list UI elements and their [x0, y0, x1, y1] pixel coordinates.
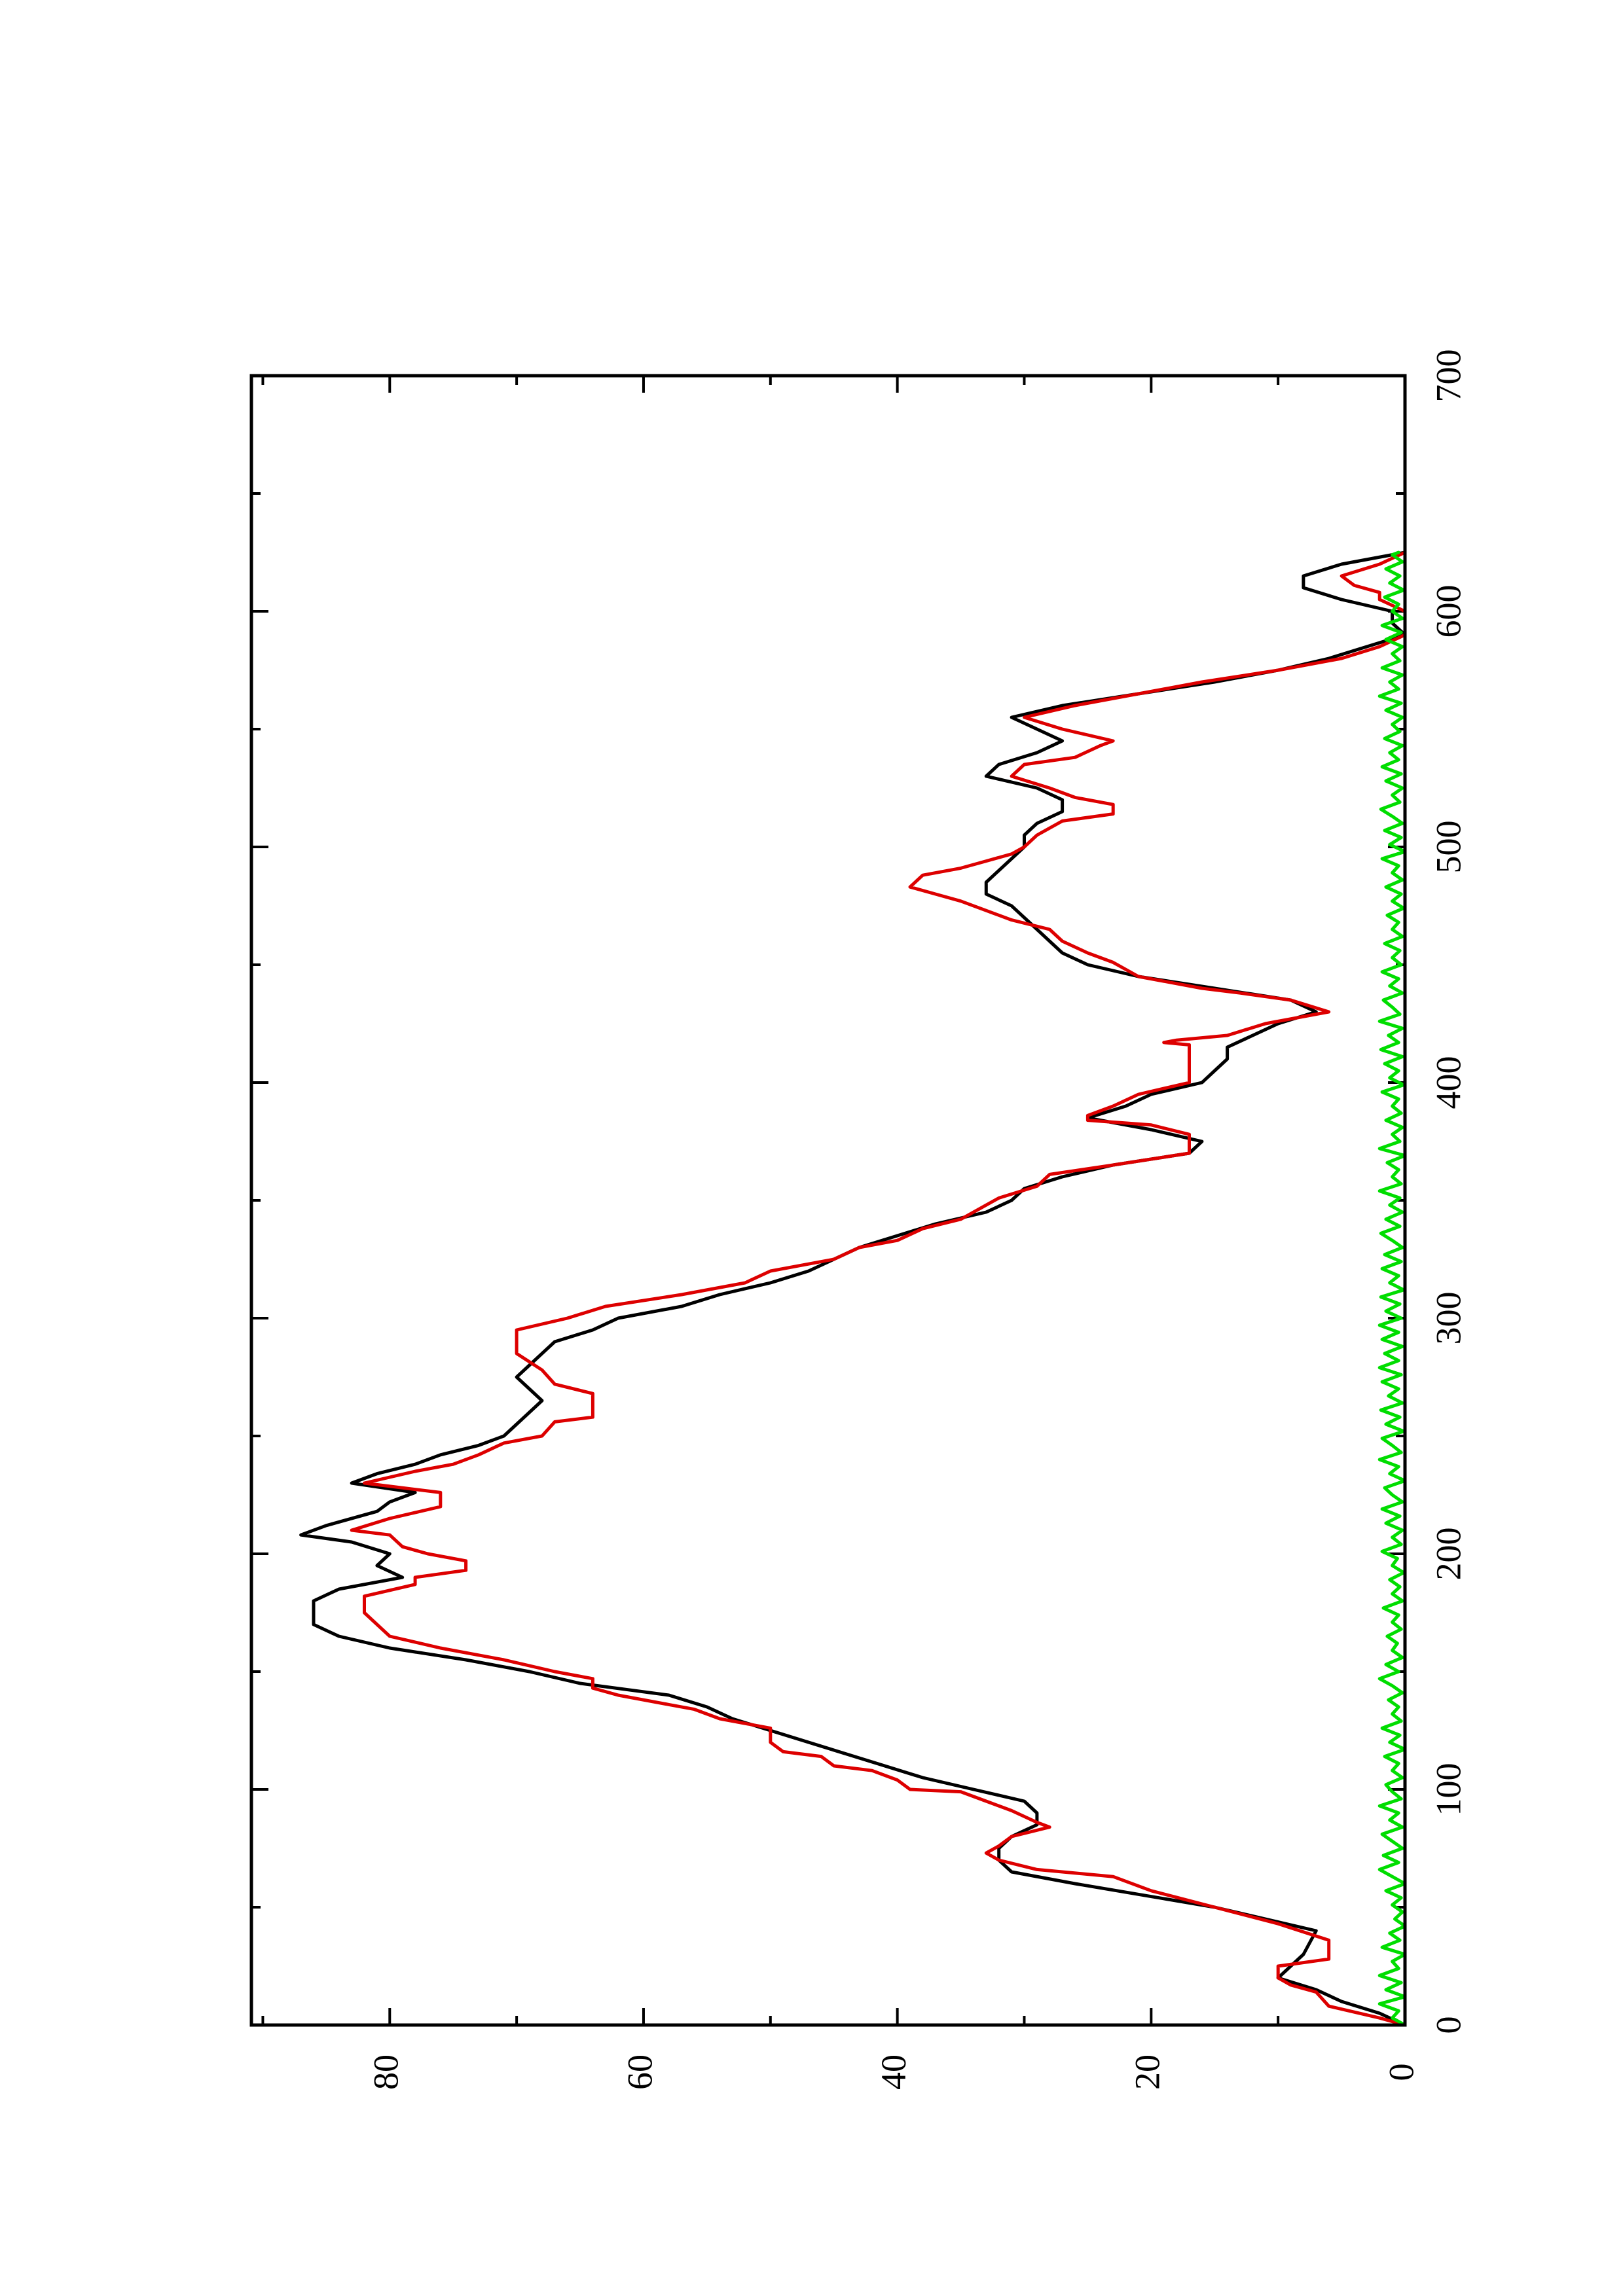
x-tick-label: 100	[1429, 1763, 1468, 1816]
labels-layer: 0 100 200 300 400 500 600 700 0 20 40 60 80	[367, 350, 1468, 2090]
series-layer	[299, 550, 1407, 2027]
x-tick-label: 400	[1429, 1056, 1468, 1109]
x-tick-label: 600	[1429, 585, 1468, 638]
y-tick-label: 60	[620, 2054, 659, 2090]
series-green-line	[1377, 550, 1407, 2027]
y-tick-label: 20	[1128, 2054, 1167, 2090]
y-tick-label: 40	[874, 2054, 913, 2090]
x-tick-label: 200	[1429, 1528, 1468, 1581]
y-tick-label: 80	[367, 2054, 406, 2090]
x-tick-label: 0	[1429, 2017, 1468, 2034]
x-tick-label: 700	[1429, 350, 1468, 403]
y-tick-label: 0	[1381, 2064, 1421, 2081]
x-tick-label: 300	[1429, 1292, 1468, 1345]
series-red-line	[350, 550, 1407, 2027]
series-black-line	[299, 550, 1407, 2027]
x-tick-label: 500	[1429, 821, 1468, 874]
plot-frame	[249, 374, 1407, 2027]
